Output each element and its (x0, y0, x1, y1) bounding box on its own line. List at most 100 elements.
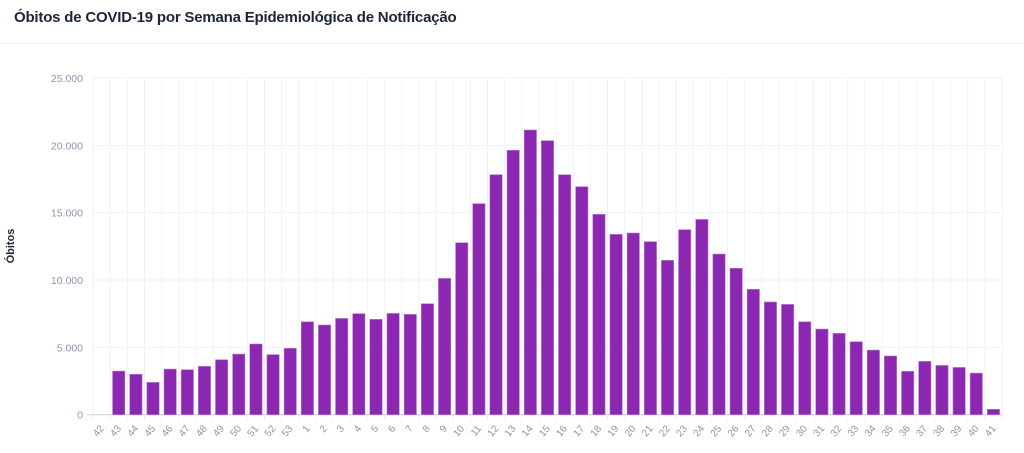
y-tick-label: 10.000 (51, 275, 83, 287)
y-axis-label: Óbitos (4, 229, 17, 264)
bar (643, 241, 657, 415)
x-tick-label: 29 (777, 423, 793, 439)
bar (506, 150, 520, 415)
bar (300, 321, 314, 416)
x-tick-label: 37 (915, 423, 931, 439)
x-tick-label: 28 (760, 423, 776, 439)
bar (163, 368, 177, 416)
x-tick-label: 16 (554, 423, 570, 439)
x-tick-label: 6 (386, 423, 398, 435)
x-tick-label: 50 (229, 423, 245, 439)
bar (489, 174, 503, 415)
x-tick-label: 43 (108, 423, 124, 439)
bar (215, 359, 229, 415)
bar (746, 289, 760, 416)
x-tick-label: 21 (640, 423, 656, 439)
header-divider (0, 43, 1024, 44)
bar (678, 229, 692, 415)
bar (386, 313, 400, 416)
chart-title: Óbitos de COVID-19 por Semana Epidemioló… (14, 9, 457, 26)
x-tick-label: 5 (369, 423, 381, 435)
y-tick-label: 5.000 (57, 342, 83, 354)
bar (180, 369, 194, 416)
x-tick-label: 25 (709, 423, 725, 439)
bar (352, 313, 366, 416)
x-tick-label: 13 (503, 423, 519, 439)
x-tick-label: 53 (280, 423, 296, 439)
x-tick-label: 44 (126, 423, 142, 439)
bar (952, 367, 966, 415)
bar (884, 355, 897, 416)
bar (781, 304, 795, 416)
bar (695, 219, 709, 415)
bar (969, 372, 983, 416)
x-tick-label: 26 (726, 423, 742, 439)
y-tick-label: 20.000 (51, 140, 83, 152)
y-tick-label: 0 (77, 410, 83, 422)
bar (901, 371, 915, 415)
bar (403, 314, 417, 416)
x-tick-label: 10 (451, 423, 467, 439)
bar (438, 278, 452, 415)
bar (866, 349, 880, 415)
x-tick-label: 23 (674, 423, 690, 439)
x-tick-label: 41 (983, 423, 999, 439)
x-tick-label: 1 (301, 423, 313, 435)
x-tick-label: 2 (318, 423, 330, 435)
bar (712, 253, 726, 415)
bar (763, 301, 777, 415)
x-tick-label: 19 (606, 423, 622, 439)
bar (455, 242, 469, 415)
x-tick-label: 48 (194, 423, 210, 439)
bar (661, 260, 675, 415)
bar (283, 348, 297, 416)
x-tick-label: 38 (932, 423, 948, 439)
x-tick-label: 24 (692, 423, 708, 439)
x-tick-label: 39 (949, 423, 965, 439)
x-tick-label: 7 (404, 423, 416, 435)
x-tick-label: 4 (352, 423, 364, 435)
bar (626, 232, 640, 415)
y-tick-label: 15.000 (51, 208, 83, 220)
bar (318, 324, 332, 415)
bar (815, 328, 829, 415)
x-tick-label: 17 (572, 423, 588, 439)
x-tick-label: 47 (177, 423, 193, 439)
x-tick-label: 32 (829, 423, 845, 439)
x-tick-label: 36 (897, 423, 913, 439)
bar (472, 203, 486, 415)
bar (420, 303, 434, 416)
bar (798, 321, 812, 416)
bar (986, 409, 1000, 416)
x-tick-label: 40 (966, 423, 982, 439)
y-tick-label: 25.000 (51, 73, 83, 85)
bar (266, 354, 280, 416)
x-tick-label: 30 (794, 423, 810, 439)
bar (729, 268, 743, 415)
bar (198, 366, 211, 416)
x-tick-label: 34 (863, 423, 879, 439)
x-tick-label: 42 (91, 423, 107, 439)
bar (592, 213, 606, 415)
x-tick-label: 46 (160, 423, 176, 439)
bar (335, 318, 349, 416)
bar (558, 174, 572, 415)
bar (249, 343, 263, 416)
x-tick-label: 49 (211, 423, 227, 439)
x-tick-label: 15 (537, 423, 553, 439)
bar (609, 234, 623, 415)
bar (232, 353, 246, 415)
x-tick-label: 33 (846, 423, 862, 439)
bar (112, 370, 126, 416)
x-tick-label: 35 (880, 423, 896, 439)
x-tick-label: 14 (520, 423, 536, 439)
bar (523, 129, 537, 416)
x-tick-label: 18 (589, 423, 605, 439)
bar (146, 382, 160, 416)
bar (849, 341, 863, 415)
bar (369, 319, 383, 415)
bar (129, 373, 143, 415)
x-tick-label: 22 (657, 423, 673, 439)
x-tick-label: 3 (335, 423, 347, 435)
x-tick-label: 12 (486, 423, 502, 439)
